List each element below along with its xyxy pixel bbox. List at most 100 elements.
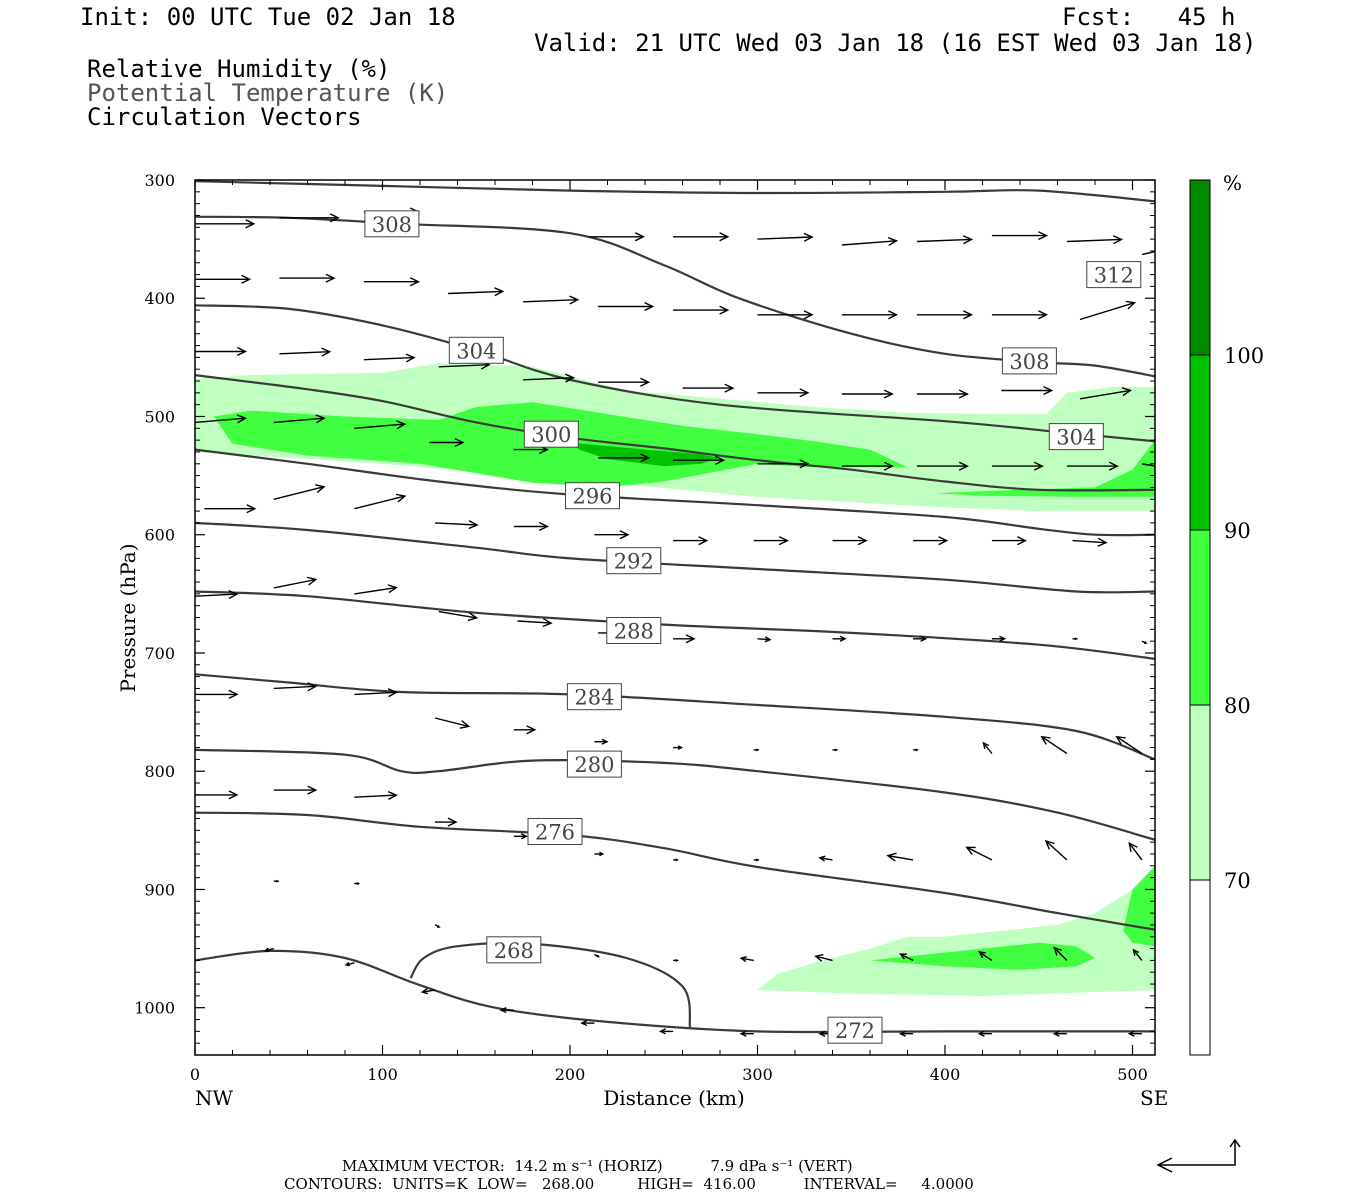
circulation-vector (513, 521, 550, 532)
circulation-vector (753, 536, 790, 546)
colorbar-segment (1190, 180, 1210, 355)
circulation-vector (832, 635, 847, 642)
circulation-vector (841, 310, 899, 320)
circulation-vector (991, 536, 1028, 546)
circulation-vector (420, 988, 436, 995)
colorbar-level-label: 100 (1224, 344, 1264, 368)
colorbar-segment (1190, 880, 1210, 1055)
circulation-vector (354, 882, 361, 886)
circulation-vector (757, 636, 772, 643)
circulation-vector (753, 858, 760, 862)
contour-label-text: 300 (531, 423, 571, 447)
y-tick-label: 600 (144, 526, 175, 545)
y-tick-label: 1000 (134, 999, 175, 1018)
circulation-vector (841, 236, 899, 247)
circulation-vector (513, 833, 529, 840)
contour-label-text: 312 (1094, 264, 1134, 288)
circulation-vector (354, 688, 399, 698)
x-tick-label: 400 (930, 1065, 961, 1084)
contour-label-text: 268 (494, 939, 534, 963)
x-tick-label: 100 (367, 1065, 398, 1084)
circulation-vector (1115, 735, 1143, 755)
theta-contour-280 (195, 748, 1155, 841)
circulation-vector (354, 790, 399, 801)
circulation-vector (448, 287, 505, 297)
circulation-vector (195, 346, 247, 357)
circulation-vector (195, 274, 252, 284)
circulation-vector (279, 213, 340, 223)
circulation-vector (594, 953, 601, 958)
circulation-vector (977, 951, 993, 961)
circulation-vector (517, 618, 553, 628)
circulation-vector (673, 634, 696, 644)
circulation-vector (354, 584, 399, 595)
contour-label: 292 (606, 547, 662, 575)
circulation-vector (195, 219, 256, 229)
circulation-vector (977, 1030, 992, 1037)
theta-contour-304 (195, 304, 1155, 443)
theta-contour-272 (195, 949, 1155, 1034)
circulation-vector (273, 484, 326, 500)
contour-label-text: 288 (614, 620, 654, 644)
rh-region-4 (935, 440, 1155, 497)
contour-label-text: 308 (372, 213, 412, 237)
footer-contours: CONTOURS: UNITS=K LOW= 268.00 HIGH= 416.… (284, 1175, 974, 1193)
theta-contour-296 (195, 448, 1155, 537)
circulation-vector (195, 589, 239, 600)
circulation-vector (588, 232, 646, 242)
circulation-vector (195, 790, 239, 800)
contour-label-text: 292 (614, 550, 654, 574)
circulation-vector (598, 301, 655, 312)
circulation-vector (913, 635, 928, 642)
reference-vector (1156, 1138, 1241, 1173)
x-tick-label: 200 (555, 1065, 586, 1084)
circulation-vector (965, 846, 993, 861)
x-tick-label: 500 (1117, 1065, 1148, 1084)
circulation-vector (1001, 385, 1054, 396)
theta-contour-312 (195, 180, 1155, 203)
valid-time: Valid: 21 UTC Wed 03 Jan 18 (16 EST Wed … (534, 29, 1257, 57)
circulation-vector (673, 858, 679, 862)
circulation-vector (598, 377, 651, 387)
contour-label: 308 (364, 210, 420, 238)
circulation-vector (1066, 461, 1119, 471)
field-theta-label: Potential Temperature (K) (87, 79, 449, 107)
x-tick-label: 300 (742, 1065, 773, 1084)
circulation-vector (434, 520, 479, 530)
contour-label: 280 (566, 750, 622, 778)
theta-contour-284 (195, 673, 1155, 761)
circulation-vector (913, 748, 919, 752)
contour-label-text: 276 (535, 821, 575, 845)
contour-label: 284 (566, 683, 622, 711)
circulation-vector (818, 855, 833, 862)
circulation-vector (195, 414, 248, 424)
circulation-vector (279, 273, 336, 283)
circulation-vector (673, 305, 730, 315)
y-tick-label: 400 (144, 289, 175, 308)
circulation-vector (913, 536, 949, 546)
circulation-vector (916, 461, 969, 471)
circulation-vector (273, 576, 318, 589)
circulation-vector (916, 235, 974, 245)
circulation-vector (899, 953, 914, 962)
circulation-vector (204, 504, 257, 514)
circulation-vector (757, 310, 814, 320)
circulation-vector (580, 1019, 595, 1027)
circulation-vector (757, 232, 814, 242)
contour-label: 296 (565, 482, 620, 510)
circulation-vector (832, 748, 839, 752)
field-vectors-label: Circulation Vectors (87, 103, 362, 131)
contour-label-text: 296 (572, 485, 612, 509)
x-right-end-label: SE (1140, 1086, 1168, 1110)
circulation-vector (673, 958, 679, 962)
circulation-vector (739, 1030, 754, 1037)
circulation-vector (195, 689, 239, 699)
circulation-vector (1066, 235, 1124, 245)
circulation-vector (429, 437, 465, 448)
circulation-vector (1072, 537, 1108, 547)
circulation-vector (1128, 841, 1143, 861)
circulation-vector (982, 741, 993, 754)
colorbar-level-label: 80 (1224, 694, 1251, 718)
colorbar-level-label: 90 (1224, 519, 1251, 543)
circulation-vector (841, 461, 894, 471)
